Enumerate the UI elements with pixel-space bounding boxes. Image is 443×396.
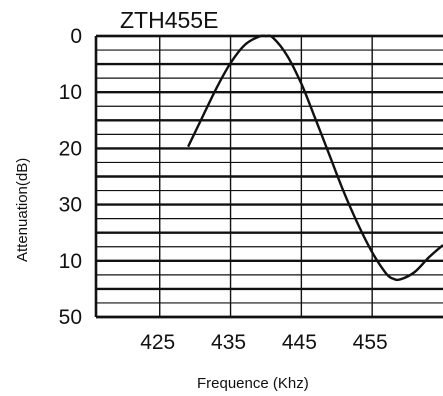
y-tick-label: 10 — [59, 81, 82, 104]
x-tick-label: 445 — [282, 331, 317, 354]
x-axis-label: Frequence (Khz) — [197, 375, 309, 392]
y-tick-labels: 0 10 20 30 10 50 — [59, 25, 82, 329]
x-tick-labels: 425 435 445 455 — [140, 331, 387, 354]
chart-title: ZTH455E — [120, 7, 218, 33]
x-tick-label: 435 — [211, 331, 246, 354]
x-tick-label: 455 — [353, 331, 388, 354]
y-tick-label: 10 — [59, 250, 82, 273]
y-tick-label: 0 — [70, 25, 82, 48]
y-tick-label: 50 — [59, 306, 82, 329]
y-tick-label: 30 — [59, 194, 82, 217]
y-tick-label: 20 — [59, 137, 82, 160]
x-tick-label: 425 — [140, 331, 175, 354]
attenuation-curve — [187, 34, 443, 282]
series-curves — [187, 34, 443, 282]
grid — [96, 34, 443, 319]
y-axis-label: Attenuation(dB) — [14, 158, 31, 262]
